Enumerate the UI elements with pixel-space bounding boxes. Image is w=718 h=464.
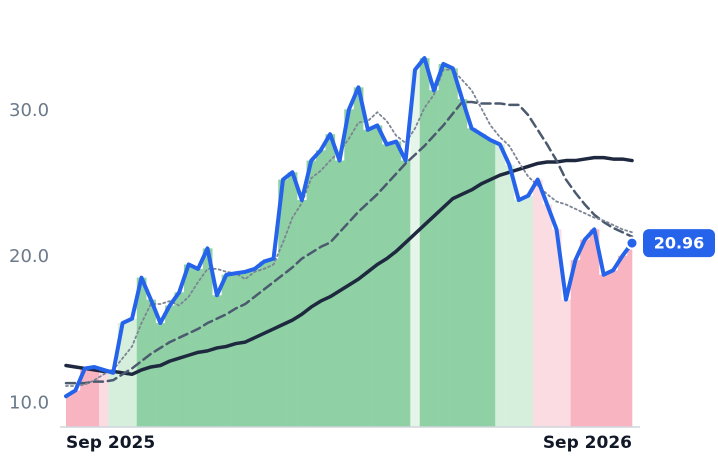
area-bar [89,366,100,427]
area-bar [457,99,468,427]
series-line [64,155,634,377]
area-bar [551,229,562,427]
last-value-label: 20.96 [654,234,705,253]
area-bar [495,144,505,427]
y-tick-label: 30.0 [9,100,49,121]
area-bar [608,270,619,427]
area-bar [485,140,496,427]
area-bar [202,248,213,427]
area-bar [391,141,402,427]
area-bar [306,160,317,428]
area-bar [372,125,383,428]
area-bar [514,200,524,427]
area-bar [580,239,590,427]
area-bar [448,68,458,427]
area-bar [589,229,600,427]
area-bar [344,109,355,427]
area-bar [334,160,345,428]
series-line [64,100,634,385]
area-bar [278,179,288,427]
area-bar [476,134,487,427]
y-tick-label: 10.0 [9,393,49,414]
area-bar [99,369,109,427]
area-bar [155,323,166,427]
area-bar [268,258,279,427]
area-bar [136,277,147,427]
area-bar [410,69,421,427]
area-bar [315,150,326,427]
area-bar [249,268,260,427]
area-bar [598,274,609,427]
series-line [64,56,634,399]
series-line [65,68,633,387]
x-tick-label: Sep 2025 [66,433,155,453]
y-tick-label: 20.0 [9,246,49,267]
area-bar [363,129,373,427]
area-bar [221,274,232,427]
area-bar [353,87,364,427]
area-bar [400,160,411,428]
area-bar [146,299,156,427]
area-bar [212,295,222,427]
area-bar [382,144,392,427]
area-bar [231,273,241,427]
area-bar [532,179,543,427]
area-bar [108,372,119,427]
area-bar [419,58,430,427]
area-bar [325,134,336,427]
area-bar [466,128,477,427]
area-bar [193,268,204,427]
area-bar [627,243,633,427]
area-bar [438,63,449,427]
area-bar [542,204,553,427]
area-bar [523,195,534,427]
area-bar [617,255,628,427]
area-bar [165,305,175,427]
area-bar [287,172,298,427]
area-bar [429,90,439,428]
area-bar [70,390,81,427]
last-point [625,236,639,250]
area-bar [80,368,90,427]
area-bar [240,271,251,427]
area-bar [570,260,581,427]
area-bar [183,264,194,427]
area-bar [66,396,72,427]
last-value-pill [643,229,715,258]
area-bar [259,261,270,427]
area-bar [504,164,515,427]
x-tick-label: Sep 2026 [543,433,632,453]
area-bar [561,299,571,427]
